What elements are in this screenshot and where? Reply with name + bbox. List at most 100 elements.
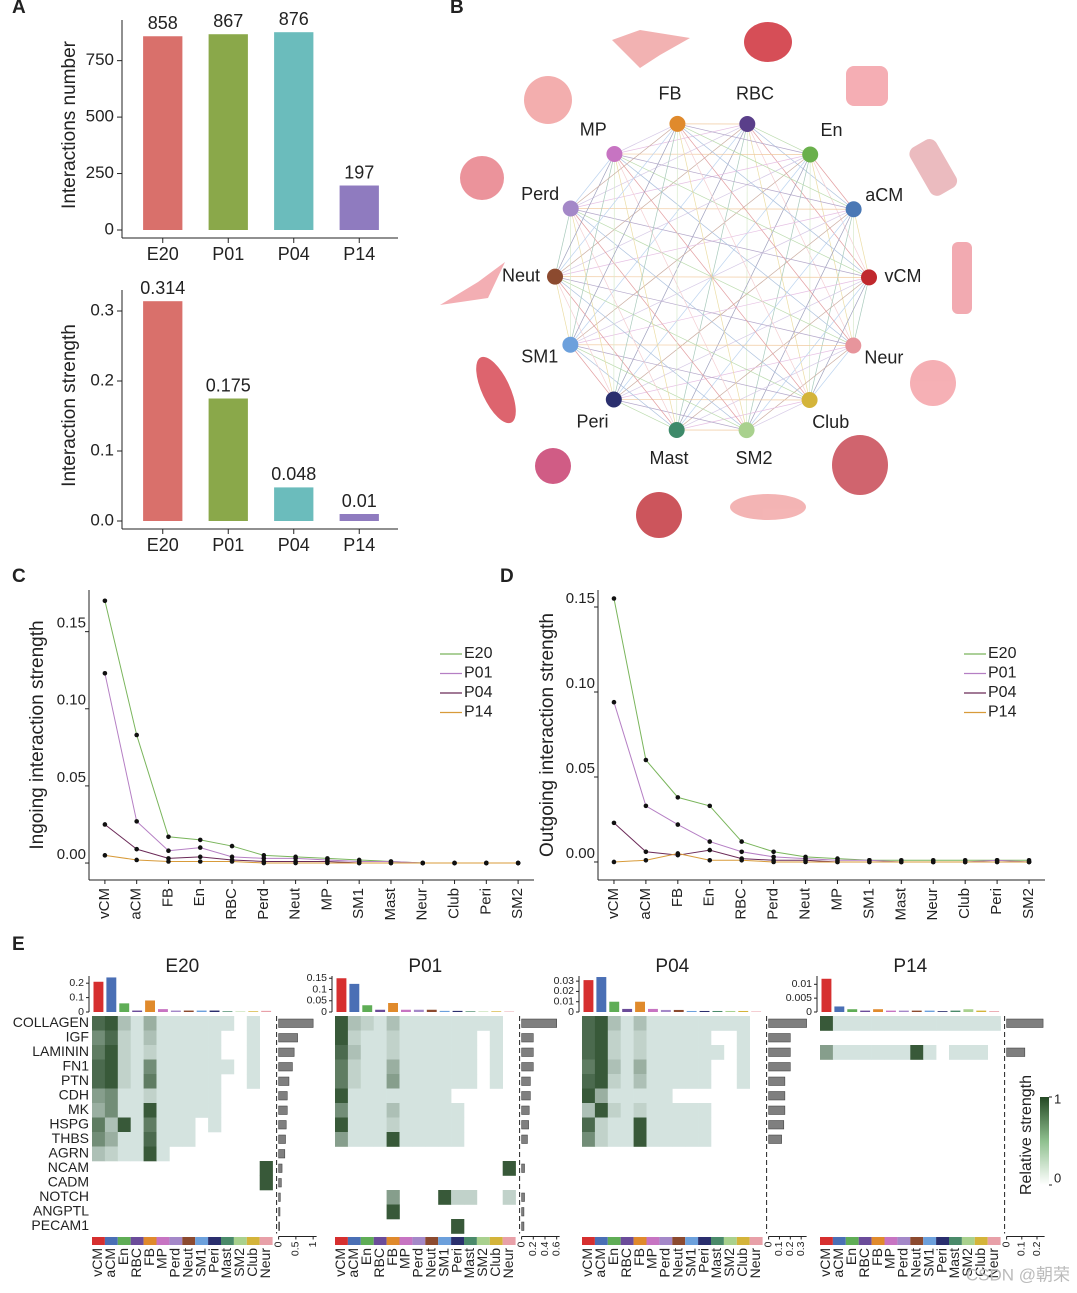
column-label: En	[115, 1248, 131, 1265]
heat-cell	[582, 1059, 596, 1075]
top-bar	[145, 1000, 155, 1012]
heat-cell	[412, 1117, 426, 1133]
edge	[613, 154, 615, 400]
edge	[677, 123, 810, 401]
heat-cell	[646, 1088, 660, 1104]
heat-cell	[360, 1059, 374, 1075]
heat-cell	[104, 1074, 119, 1089]
right-tick-label: 0.3	[795, 1241, 807, 1256]
edge	[614, 153, 854, 210]
heat-cell	[412, 1045, 426, 1060]
heat-cell	[143, 1088, 157, 1104]
legend-label: P01	[988, 665, 1017, 682]
node	[845, 201, 862, 218]
right-tick-label: 0.4	[539, 1241, 551, 1256]
edge	[570, 208, 810, 401]
y-axis-label: Ingoing interaction strength	[27, 620, 48, 849]
x-tick-label: Perd	[255, 888, 272, 920]
heat-cell	[582, 1030, 596, 1046]
x-tick-label: E20	[147, 535, 179, 555]
column-label: SM2	[721, 1248, 737, 1277]
heat-cell	[143, 1016, 157, 1031]
top-bar	[976, 1010, 987, 1012]
heat-cell	[195, 1088, 209, 1104]
column-label: MP	[644, 1248, 660, 1269]
column-label: SM1	[682, 1248, 698, 1277]
right-bar	[521, 1120, 529, 1130]
heat-cell	[182, 1117, 196, 1133]
heat-cell	[659, 1088, 673, 1104]
node-label: FB	[658, 83, 681, 103]
edge	[570, 123, 678, 345]
heat-cell	[195, 1016, 209, 1031]
heat-cell	[711, 1016, 725, 1031]
point	[293, 860, 298, 866]
top-bar	[439, 1010, 450, 1012]
heat-cell	[130, 1146, 144, 1162]
heat-cell	[451, 1219, 465, 1234]
icon	[832, 435, 888, 495]
x-tick-label: aCM	[128, 888, 145, 920]
column-swatch	[858, 1237, 872, 1245]
edge	[746, 154, 811, 431]
panel-letter: B	[450, 0, 464, 18]
row-label: MK	[68, 1101, 90, 1117]
value-label: 0.175	[206, 375, 251, 395]
heat-cell	[117, 1030, 131, 1046]
heat-cell	[399, 1132, 413, 1147]
value-label: 197	[344, 162, 374, 182]
right-bar	[278, 1033, 298, 1043]
heat-cell	[130, 1045, 144, 1060]
heat-cell	[104, 1117, 119, 1133]
heat-cell	[143, 1117, 157, 1133]
top-bar	[362, 1005, 373, 1012]
right-bar	[768, 1076, 786, 1086]
top-bar	[375, 1009, 386, 1012]
heat-cell	[438, 1074, 452, 1089]
right-bar	[521, 1134, 528, 1144]
heat-cell	[425, 1030, 439, 1046]
top-bar	[873, 1009, 883, 1012]
top-bar	[452, 1010, 463, 1012]
heat-cell	[698, 1103, 712, 1118]
heat-cell	[399, 1030, 413, 1046]
point	[867, 859, 872, 865]
heat-cell	[607, 1016, 621, 1031]
heat-cell	[182, 1030, 196, 1046]
heat-cell	[451, 1132, 465, 1147]
right-tick-label: 0.1	[773, 1241, 785, 1256]
point	[166, 834, 171, 840]
heat-cell	[659, 1016, 673, 1031]
column-swatch	[620, 1237, 634, 1245]
heat-cell	[910, 1045, 924, 1060]
heat-cell	[373, 1132, 387, 1147]
right-bar	[521, 1207, 525, 1217]
heat-cell	[723, 1016, 738, 1031]
point	[962, 859, 968, 865]
right-bar	[278, 1105, 288, 1115]
point	[643, 849, 649, 855]
right-bar	[768, 1105, 786, 1115]
heat-cell	[92, 1146, 106, 1162]
heat-cell	[386, 1117, 400, 1133]
heat-cell	[169, 1132, 183, 1147]
heat-cell	[464, 1074, 478, 1089]
right-bar	[278, 1018, 314, 1028]
heat-cell	[412, 1074, 426, 1089]
heat-cell	[633, 1059, 647, 1075]
heat-cell	[451, 1016, 465, 1031]
heat-cell	[425, 1132, 439, 1147]
edge	[570, 277, 870, 346]
heat-cell	[412, 1030, 426, 1046]
column-label: RBC	[371, 1248, 387, 1278]
icon	[909, 139, 958, 196]
column-label: aCM	[102, 1248, 118, 1278]
heat-cell	[156, 1146, 170, 1162]
heat-cell	[633, 1030, 647, 1046]
heat-cell	[620, 1117, 634, 1133]
heat-cell	[832, 1045, 847, 1060]
column-label: Neut	[422, 1248, 438, 1278]
heat-cell	[373, 1117, 387, 1133]
top-bar	[648, 1008, 658, 1012]
column-swatch	[92, 1237, 105, 1245]
